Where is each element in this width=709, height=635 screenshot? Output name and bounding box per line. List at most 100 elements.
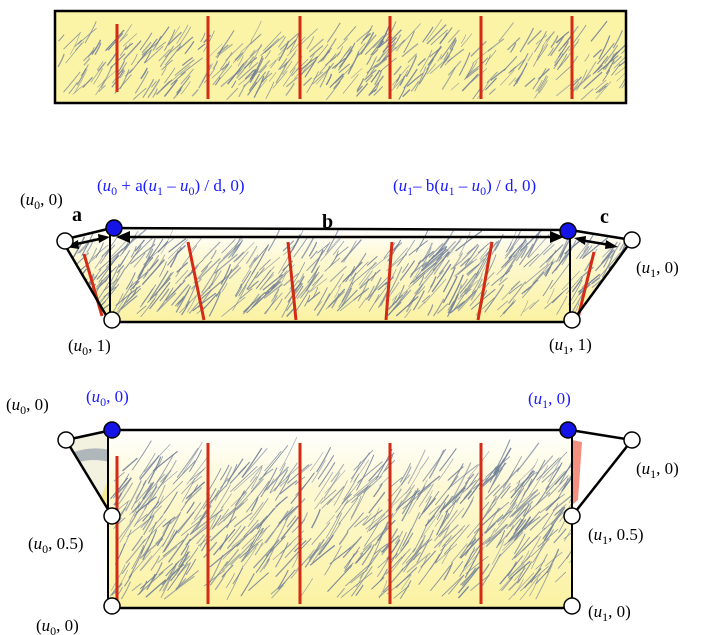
texture-stroke [406,552,431,573]
texture-stroke [515,490,527,510]
texture-stroke [590,20,608,42]
texture-stroke [218,30,235,54]
texture-stroke [373,543,388,555]
point-right-blue [559,222,577,240]
texture-stroke [563,526,572,542]
texture-stroke [547,47,554,57]
texture-stroke [209,561,229,586]
texture-stroke [70,298,92,316]
texture-stroke [241,254,259,283]
texture-stroke [505,236,521,257]
texture-stroke [247,82,257,96]
texture-stroke [243,547,257,567]
texture-stroke [535,563,553,600]
texture-stroke [592,64,603,75]
texture-stroke [203,570,225,587]
texture-stroke [509,489,539,518]
texture-stroke [552,494,572,512]
texture-stroke [307,291,321,303]
texture-stroke [308,241,318,257]
texture-stroke [159,504,171,520]
texture-stroke [282,67,296,87]
texture-stroke [526,536,542,561]
red-seam-line [384,241,394,321]
texture-stroke [318,534,334,556]
texture-stroke [264,510,289,544]
texture-stroke [438,524,451,548]
texture-stroke [527,231,541,258]
texture-stroke [529,512,549,531]
texture-stroke [307,265,321,284]
texture-stroke [180,81,191,95]
texture-stroke [364,35,385,56]
texture-stroke [537,75,547,92]
texture-stroke [344,562,373,587]
texture-stroke [95,79,105,96]
texture-stroke [336,289,358,312]
texture-stroke [240,573,255,597]
texture-stroke [351,262,377,285]
texture-stroke [513,578,524,596]
texture-stroke [80,256,97,272]
texture-stroke [357,34,377,56]
texture-stroke [459,526,482,559]
texture-stroke [201,277,226,299]
texture-stroke [234,490,246,506]
texture-stroke [224,549,240,567]
texture-stroke [176,24,189,44]
texture-stroke [392,242,403,251]
texture-stroke [125,539,146,564]
texture-stroke [278,40,290,62]
texture-stroke [514,480,521,492]
texture-stroke [496,251,520,276]
texture-stroke [303,77,313,87]
texture-stroke [203,541,218,559]
texture-stroke [155,41,166,51]
texture-stroke [286,515,297,528]
texture-stroke [427,45,442,66]
texture-stroke [508,560,531,580]
texture-stroke [119,529,132,555]
texture-stroke [464,473,475,484]
texture-stroke [220,69,242,88]
texture-stroke [516,62,528,85]
texture-stroke [334,45,352,69]
texture-stroke [301,56,318,70]
texture-stroke [68,81,78,94]
texture-stroke [142,268,149,280]
texture-stroke [319,53,337,74]
texture-stroke [264,450,282,472]
texture-stroke [243,45,263,64]
texture-stroke [325,511,341,539]
texture-stroke [522,527,546,552]
texture-stroke [508,77,516,86]
texture-stroke [355,82,369,97]
texture-stroke [268,72,277,82]
texture-stroke [407,283,424,307]
texture-stroke [189,469,205,481]
texture-stroke [493,439,511,474]
texture-stroke [470,288,496,310]
texture-stroke [279,436,298,472]
texture-stroke [351,485,371,504]
texture-stroke [405,55,418,78]
texture-stroke [498,531,524,558]
texture-stroke [151,80,157,88]
texture-stroke [402,23,421,44]
texture-stroke [135,481,147,500]
texture-stroke [255,78,268,93]
texture-stroke [429,60,446,75]
texture-stroke [228,525,242,542]
texture-stroke [176,447,199,478]
texture-stroke [239,288,253,300]
texture-stroke [274,298,283,311]
texture-stroke [139,555,153,571]
texture-stroke [118,482,134,505]
texture-stroke [515,500,534,520]
texture-stroke [211,270,222,286]
p3-label-bottom-right: (u1, 0) [588,602,631,624]
texture-stroke [239,270,252,289]
texture-stroke [401,574,412,590]
texture-stroke [261,70,270,83]
texture-stroke [337,37,349,50]
